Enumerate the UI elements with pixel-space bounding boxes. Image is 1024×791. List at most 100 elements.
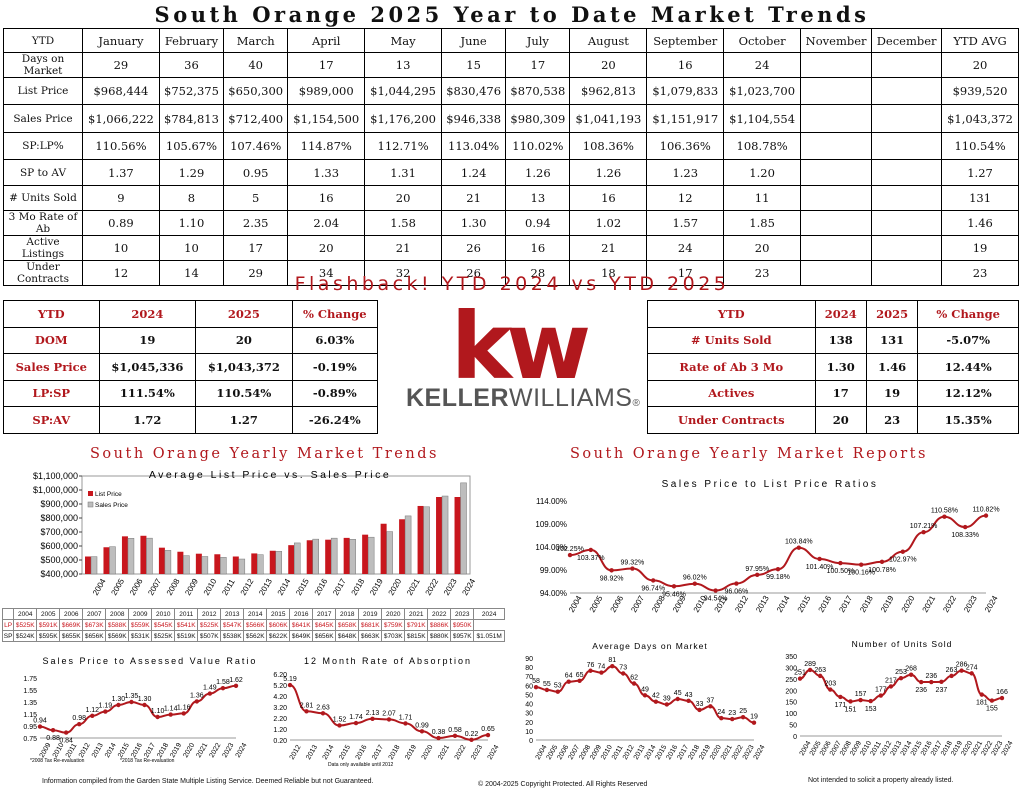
table-cell: 19 (98, 326, 197, 354)
data-label: 1.30 (138, 696, 152, 703)
x-tick-label: 2016 (130, 742, 144, 759)
y-tick-label: 1.35 (23, 700, 37, 707)
table-cell: -0.89% (291, 379, 379, 407)
table-cell: 5 (223, 185, 289, 211)
x-tick-label: 2006 (128, 577, 145, 597)
data-label: 53 (554, 683, 562, 690)
data-point (675, 696, 680, 702)
x-tick-label: 2021 (195, 742, 209, 759)
x-tick-label: 2005 (588, 594, 605, 614)
x-tick-label: 2019 (368, 577, 385, 597)
sp-av-ratio-line-chart: Sales Price to Assessed Value Ratio 0.75 0… (23, 656, 258, 764)
table-cell: 16 (569, 185, 648, 211)
x-tick-label: 2021 (437, 744, 451, 761)
table-header-cell: YTD (3, 28, 83, 53)
data-point (37, 724, 43, 729)
data-label: 263 (814, 667, 826, 674)
table-header-cell: 2014 (243, 608, 268, 620)
data-point (818, 673, 823, 679)
table-cell: 12.44% (917, 353, 1019, 381)
data-label: 1.71 (399, 714, 413, 721)
table-cell: Actives (647, 379, 816, 407)
table-cell: LP:SP (3, 379, 100, 407)
x-tick-label: 2023 (470, 744, 484, 761)
data-point (929, 679, 934, 685)
table-cell: 17 (505, 52, 571, 78)
data-point (942, 514, 947, 519)
list-price-bar (362, 534, 369, 574)
table-cell: 1.33 (287, 159, 366, 186)
table-cell: $752,375 (158, 77, 225, 105)
table-header-cell: % Change (917, 300, 1019, 328)
data-point (697, 707, 702, 713)
y-tick-label: 4.20 (273, 694, 287, 701)
data-point (919, 679, 924, 685)
data-point (403, 721, 408, 726)
data-point (989, 698, 995, 703)
sales-price-bar (257, 554, 264, 575)
table-cell: $673K (82, 619, 107, 631)
table-cell (871, 260, 943, 286)
sales-price-bar (349, 539, 356, 575)
data-label: 19 (750, 714, 758, 721)
table-cell: List Price (3, 77, 83, 105)
table-cell: 12 (646, 185, 725, 211)
sales-price-bar (423, 506, 430, 575)
data-point (287, 682, 293, 688)
table-cell: 1.27 (195, 406, 293, 434)
sales-price-bar (441, 495, 449, 575)
data-label: 99.18% (766, 574, 790, 581)
data-label: 81 (608, 657, 616, 664)
table-cell: -5.07% (917, 326, 1019, 354)
table-cell: 20 (941, 52, 1019, 78)
table-header-row: 2004 2005 2006 2007 2008 2009 2010 2011 2012 2013… (1, 608, 505, 620)
kw-logo-mark: kw (451, 300, 588, 400)
data-point (370, 716, 375, 721)
data-point (713, 588, 718, 593)
x-tick-label: 2024 (235, 742, 249, 759)
sales-price-bar (90, 556, 98, 575)
table-cell: 2.35 (223, 210, 289, 236)
table-row: Active Listings 10 10 17 20 21 26 16 21 24 20 19 (3, 235, 1019, 261)
chart-title: Sales Price to Assessed Value Ratio (43, 656, 258, 666)
table-cell: Rate of Ab 3 Mo (647, 353, 816, 381)
data-point (63, 730, 69, 735)
table-cell: $939,520 (941, 77, 1019, 105)
y-tick-label: 1.55 (23, 688, 37, 695)
table-cell: 1.46 (865, 353, 919, 381)
data-label: 1.62 (229, 677, 243, 684)
sales-price-bar (386, 531, 393, 575)
table-cell: 1.37 (82, 159, 160, 186)
data-point (610, 664, 615, 669)
y-tick-label: 200 (785, 688, 797, 695)
table-cell: 108.78% (723, 132, 802, 160)
table-header-cell: 2024 (98, 300, 197, 328)
data-label: 1.12 (85, 707, 99, 714)
table-cell (871, 159, 943, 186)
table-cell (871, 235, 943, 261)
table-header-cell: 2004 (13, 608, 38, 620)
x-tick-label: 2020 (387, 577, 404, 597)
table-cell: 131 (941, 185, 1019, 211)
x-tick-label: 2006 (609, 594, 626, 614)
y-tick-label: 20 (525, 720, 533, 727)
data-point (828, 687, 833, 692)
x-tick-label: 2024 (983, 594, 1000, 614)
list-vs-sales-bar-chart: Average List Price vs. Sales Price $400,0… (33, 469, 477, 597)
x-tick-label: 2022 (941, 594, 958, 614)
table-cell: 20 (364, 185, 443, 211)
table-header-cell: 2012 (197, 608, 222, 620)
data-point (838, 560, 843, 566)
data-label: 24 (717, 709, 725, 716)
table-cell: 17 (646, 260, 725, 286)
data-point (949, 673, 954, 679)
data-label: 157 (855, 691, 867, 698)
x-tick-label: 2015 (796, 594, 813, 614)
table-cell (800, 77, 873, 105)
table-cell: 1.72 (98, 406, 197, 434)
data-point (868, 698, 873, 704)
data-label: 103.84% (785, 539, 813, 546)
section-title-left: South Orange Yearly Market Trends (90, 446, 439, 462)
table-cell: $880K (427, 630, 452, 642)
table-cell: $830,476 (441, 77, 507, 105)
